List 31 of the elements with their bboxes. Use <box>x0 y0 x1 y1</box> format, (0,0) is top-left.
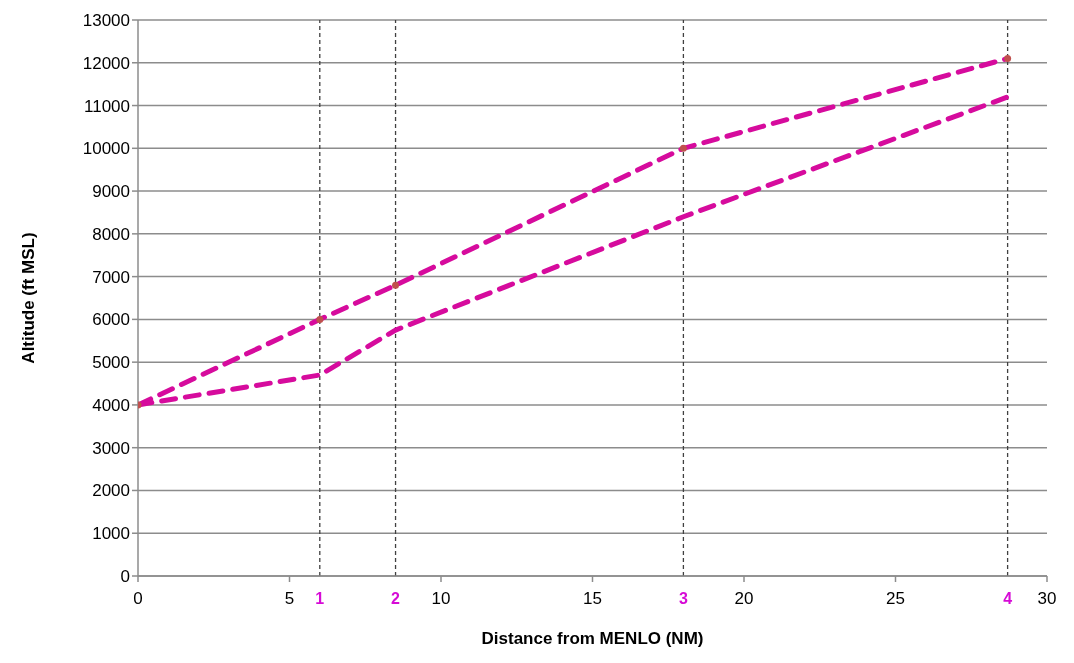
x-axis-title: Distance from MENLO (NM) <box>481 629 704 648</box>
y-tick-label: 12000 <box>82 53 130 73</box>
x-tick-label: 0 <box>133 589 143 609</box>
x-tick-label: 10 <box>431 589 451 609</box>
point <box>1004 54 1012 62</box>
y-tick-label: 5000 <box>92 353 130 373</box>
y-tick-label: 7000 <box>92 267 130 287</box>
y-tick-label: 10000 <box>82 139 130 159</box>
point <box>316 315 324 323</box>
y-tick-label: 3000 <box>92 438 130 458</box>
text: 4 <box>1003 590 1013 607</box>
x-tick-label: 25 <box>886 589 905 609</box>
y-tick-label: 9000 <box>92 182 130 202</box>
y-axis-title: Altitude (ft MSL) <box>19 232 39 364</box>
x-tick-label: 20 <box>734 589 754 609</box>
text: 2 <box>391 590 401 607</box>
y-tick-label: 4000 <box>92 395 130 415</box>
y-tick-label: 8000 <box>92 224 130 244</box>
text: 1 <box>315 590 325 607</box>
y-tick-label: 11000 <box>83 96 130 116</box>
point <box>392 281 400 289</box>
x-tick-label: 15 <box>583 589 602 609</box>
y-tick-label: 6000 <box>92 310 130 330</box>
y-tick-label: 2000 <box>92 481 130 501</box>
text: 3 <box>678 590 688 607</box>
point <box>679 144 687 152</box>
y-tick-label: 1000 <box>92 524 130 544</box>
x-tick-label: 5 <box>284 589 295 609</box>
y-tick-label: 13000 <box>82 11 130 31</box>
y-tick-label: 0 <box>120 567 130 587</box>
x-tick-label: 30 <box>1037 589 1057 609</box>
